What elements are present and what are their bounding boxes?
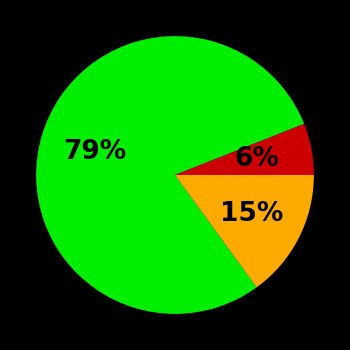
Text: 6%: 6% [234,146,279,173]
Text: 79%: 79% [63,139,127,165]
Wedge shape [175,124,314,175]
Text: 15%: 15% [220,201,284,227]
Wedge shape [36,36,304,314]
Wedge shape [175,175,314,287]
